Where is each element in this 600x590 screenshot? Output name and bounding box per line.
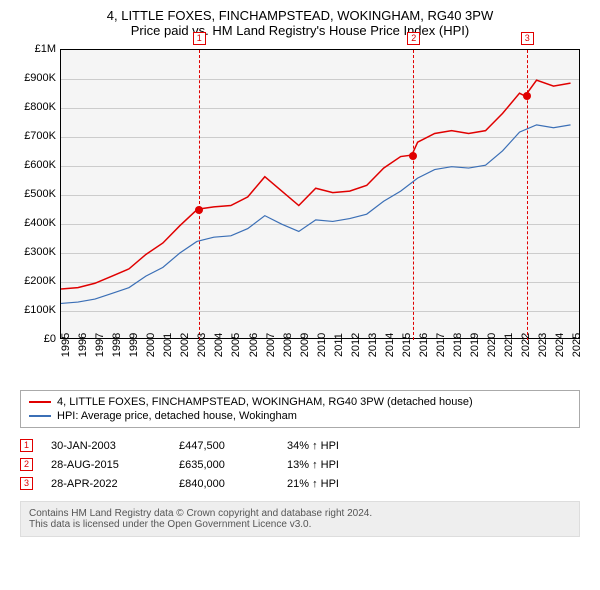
footer-line1: Contains HM Land Registry data © Crown c… [29, 508, 571, 519]
y-axis-label: £100K [10, 304, 56, 316]
chart-svg [61, 50, 579, 338]
sale-row: 2 28-AUG-2015 £635,000 13% ↑ HPI [20, 455, 580, 474]
sales-table: 1 30-JAN-2003 £447,500 34% ↑ HPI 2 28-AUG-201… [20, 436, 580, 493]
legend-row-hpi: HPI: Average price, detached house, Woki… [29, 409, 571, 423]
chart-area: 123 £0 £100K £200K £300K £400K £500K £600K £700… [10, 44, 590, 384]
y-axis-label: £600K [10, 159, 56, 171]
sale-price: £635,000 [179, 459, 269, 471]
chart-container: 4, LITTLE FOXES, FINCHAMPSTEAD, WOKINGHA… [0, 0, 600, 545]
series-line [61, 80, 571, 289]
y-axis-label: £400K [10, 217, 56, 229]
sale-date: 28-APR-2022 [51, 478, 161, 490]
sale-price: £840,000 [179, 478, 269, 490]
sale-marker-box: 2 [407, 32, 420, 45]
title-address: 4, LITTLE FOXES, FINCHAMPSTEAD, WOKINGHA… [10, 8, 590, 23]
y-axis-label: £900K [10, 72, 56, 84]
legend-label-hpi: HPI: Average price, detached house, Woki… [57, 410, 297, 422]
footer: Contains HM Land Registry data © Crown c… [20, 501, 580, 537]
sale-row-marker: 3 [20, 477, 33, 490]
sale-hpi: 34% ↑ HPI [287, 440, 407, 452]
legend: 4, LITTLE FOXES, FINCHAMPSTEAD, WOKINGHA… [20, 390, 580, 428]
legend-label-property: 4, LITTLE FOXES, FINCHAMPSTEAD, WOKINGHA… [57, 396, 473, 408]
sale-date: 28-AUG-2015 [51, 459, 161, 471]
y-axis-label: £700K [10, 130, 56, 142]
footer-line2: This data is licensed under the Open Gov… [29, 519, 571, 530]
y-axis-label: £0 [10, 333, 56, 345]
sale-row: 1 30-JAN-2003 £447,500 34% ↑ HPI [20, 436, 580, 455]
sale-dot [409, 152, 417, 160]
y-axis-label: £200K [10, 275, 56, 287]
y-axis-label: £500K [10, 188, 56, 200]
sale-row: 3 28-APR-2022 £840,000 21% ↑ HPI [20, 474, 580, 493]
y-axis-label: £1M [10, 43, 56, 55]
sale-row-marker: 1 [20, 439, 33, 452]
legend-row-property: 4, LITTLE FOXES, FINCHAMPSTEAD, WOKINGHA… [29, 395, 571, 409]
sale-dot [195, 206, 203, 214]
sale-hpi: 21% ↑ HPI [287, 478, 407, 490]
plot-area: 123 [60, 49, 580, 339]
y-axis-label: £300K [10, 246, 56, 258]
title-subtitle: Price paid vs. HM Land Registry's House … [10, 23, 590, 38]
sale-marker-box: 3 [521, 32, 534, 45]
sale-date: 30-JAN-2003 [51, 440, 161, 452]
legend-swatch-hpi [29, 415, 51, 417]
sale-dot [523, 92, 531, 100]
legend-swatch-property [29, 401, 51, 403]
series-line [61, 125, 571, 304]
sale-marker-box: 1 [193, 32, 206, 45]
title-block: 4, LITTLE FOXES, FINCHAMPSTEAD, WOKINGHA… [10, 8, 590, 38]
sale-row-marker: 2 [20, 458, 33, 471]
sale-price: £447,500 [179, 440, 269, 452]
sale-hpi: 13% ↑ HPI [287, 459, 407, 471]
y-axis-label: £800K [10, 101, 56, 113]
